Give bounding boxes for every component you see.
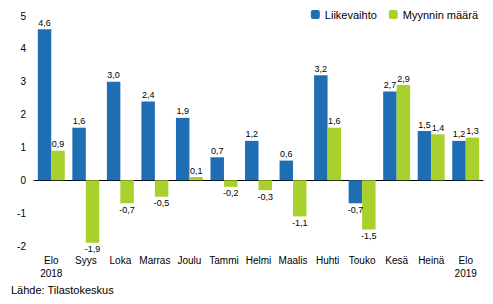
svg-text:2: 2 [20, 109, 26, 120]
svg-text:0,1: 0,1 [190, 166, 203, 176]
svg-text:Elo: Elo [44, 255, 59, 266]
svg-text:0,9: 0,9 [52, 139, 65, 149]
svg-text:1,2: 1,2 [246, 129, 259, 139]
svg-text:5: 5 [20, 11, 26, 22]
svg-text:1,2: 1,2 [453, 129, 466, 139]
svg-text:Loka: Loka [110, 255, 132, 266]
svg-text:1,6: 1,6 [73, 116, 86, 126]
svg-text:-0,5: -0,5 [154, 198, 170, 208]
svg-text:1,3: 1,3 [466, 126, 479, 136]
svg-text:-0,7: -0,7 [119, 205, 135, 215]
svg-text:3,2: 3,2 [315, 64, 328, 74]
svg-text:Tammi: Tammi [209, 255, 238, 266]
svg-text:-1,5: -1,5 [361, 231, 377, 241]
svg-text:-0,7: -0,7 [348, 205, 364, 215]
svg-text:Liikevaihto: Liikevaihto [325, 9, 377, 21]
svg-text:-0,3: -0,3 [257, 192, 273, 202]
svg-text:1,4: 1,4 [432, 123, 445, 133]
svg-text:Marras: Marras [139, 255, 170, 266]
svg-text:2019: 2019 [455, 268, 478, 279]
svg-text:Maalis: Maalis [279, 255, 308, 266]
svg-text:2018: 2018 [40, 268, 63, 279]
svg-text:-0,2: -0,2 [223, 188, 239, 198]
svg-text:1: 1 [20, 142, 26, 153]
svg-text:2,7: 2,7 [384, 80, 397, 90]
svg-text:1,5: 1,5 [418, 120, 431, 130]
svg-text:-1,9: -1,9 [85, 244, 101, 254]
svg-text:Joulu: Joulu [177, 255, 201, 266]
svg-text:0: 0 [20, 175, 26, 186]
svg-text:3: 3 [20, 76, 26, 87]
svg-text:-2: -2 [17, 241, 26, 252]
svg-text:-1: -1 [17, 208, 26, 219]
svg-text:0,6: 0,6 [280, 149, 293, 159]
svg-text:3,0: 3,0 [107, 70, 120, 80]
svg-text:Lähde: Tilastokeskus: Lähde: Tilastokeskus [11, 284, 114, 296]
svg-text:Heinä: Heinä [418, 255, 445, 266]
svg-text:4: 4 [20, 43, 26, 54]
svg-text:2,4: 2,4 [142, 90, 155, 100]
svg-text:Kesä: Kesä [385, 255, 408, 266]
svg-text:4,6: 4,6 [38, 18, 51, 28]
svg-text:Myynnin määrä: Myynnin määrä [403, 9, 479, 21]
svg-text:-1,1: -1,1 [292, 218, 308, 228]
svg-text:Helmi: Helmi [246, 255, 272, 266]
svg-text:Touko: Touko [349, 255, 376, 266]
svg-text:1,9: 1,9 [176, 106, 189, 116]
svg-text:1,6: 1,6 [328, 116, 341, 126]
svg-text:Elo: Elo [459, 255, 474, 266]
svg-text:2,9: 2,9 [397, 74, 410, 84]
svg-text:0,7: 0,7 [211, 146, 224, 156]
svg-text:Syys: Syys [75, 255, 97, 266]
svg-text:Huhti: Huhti [316, 255, 339, 266]
